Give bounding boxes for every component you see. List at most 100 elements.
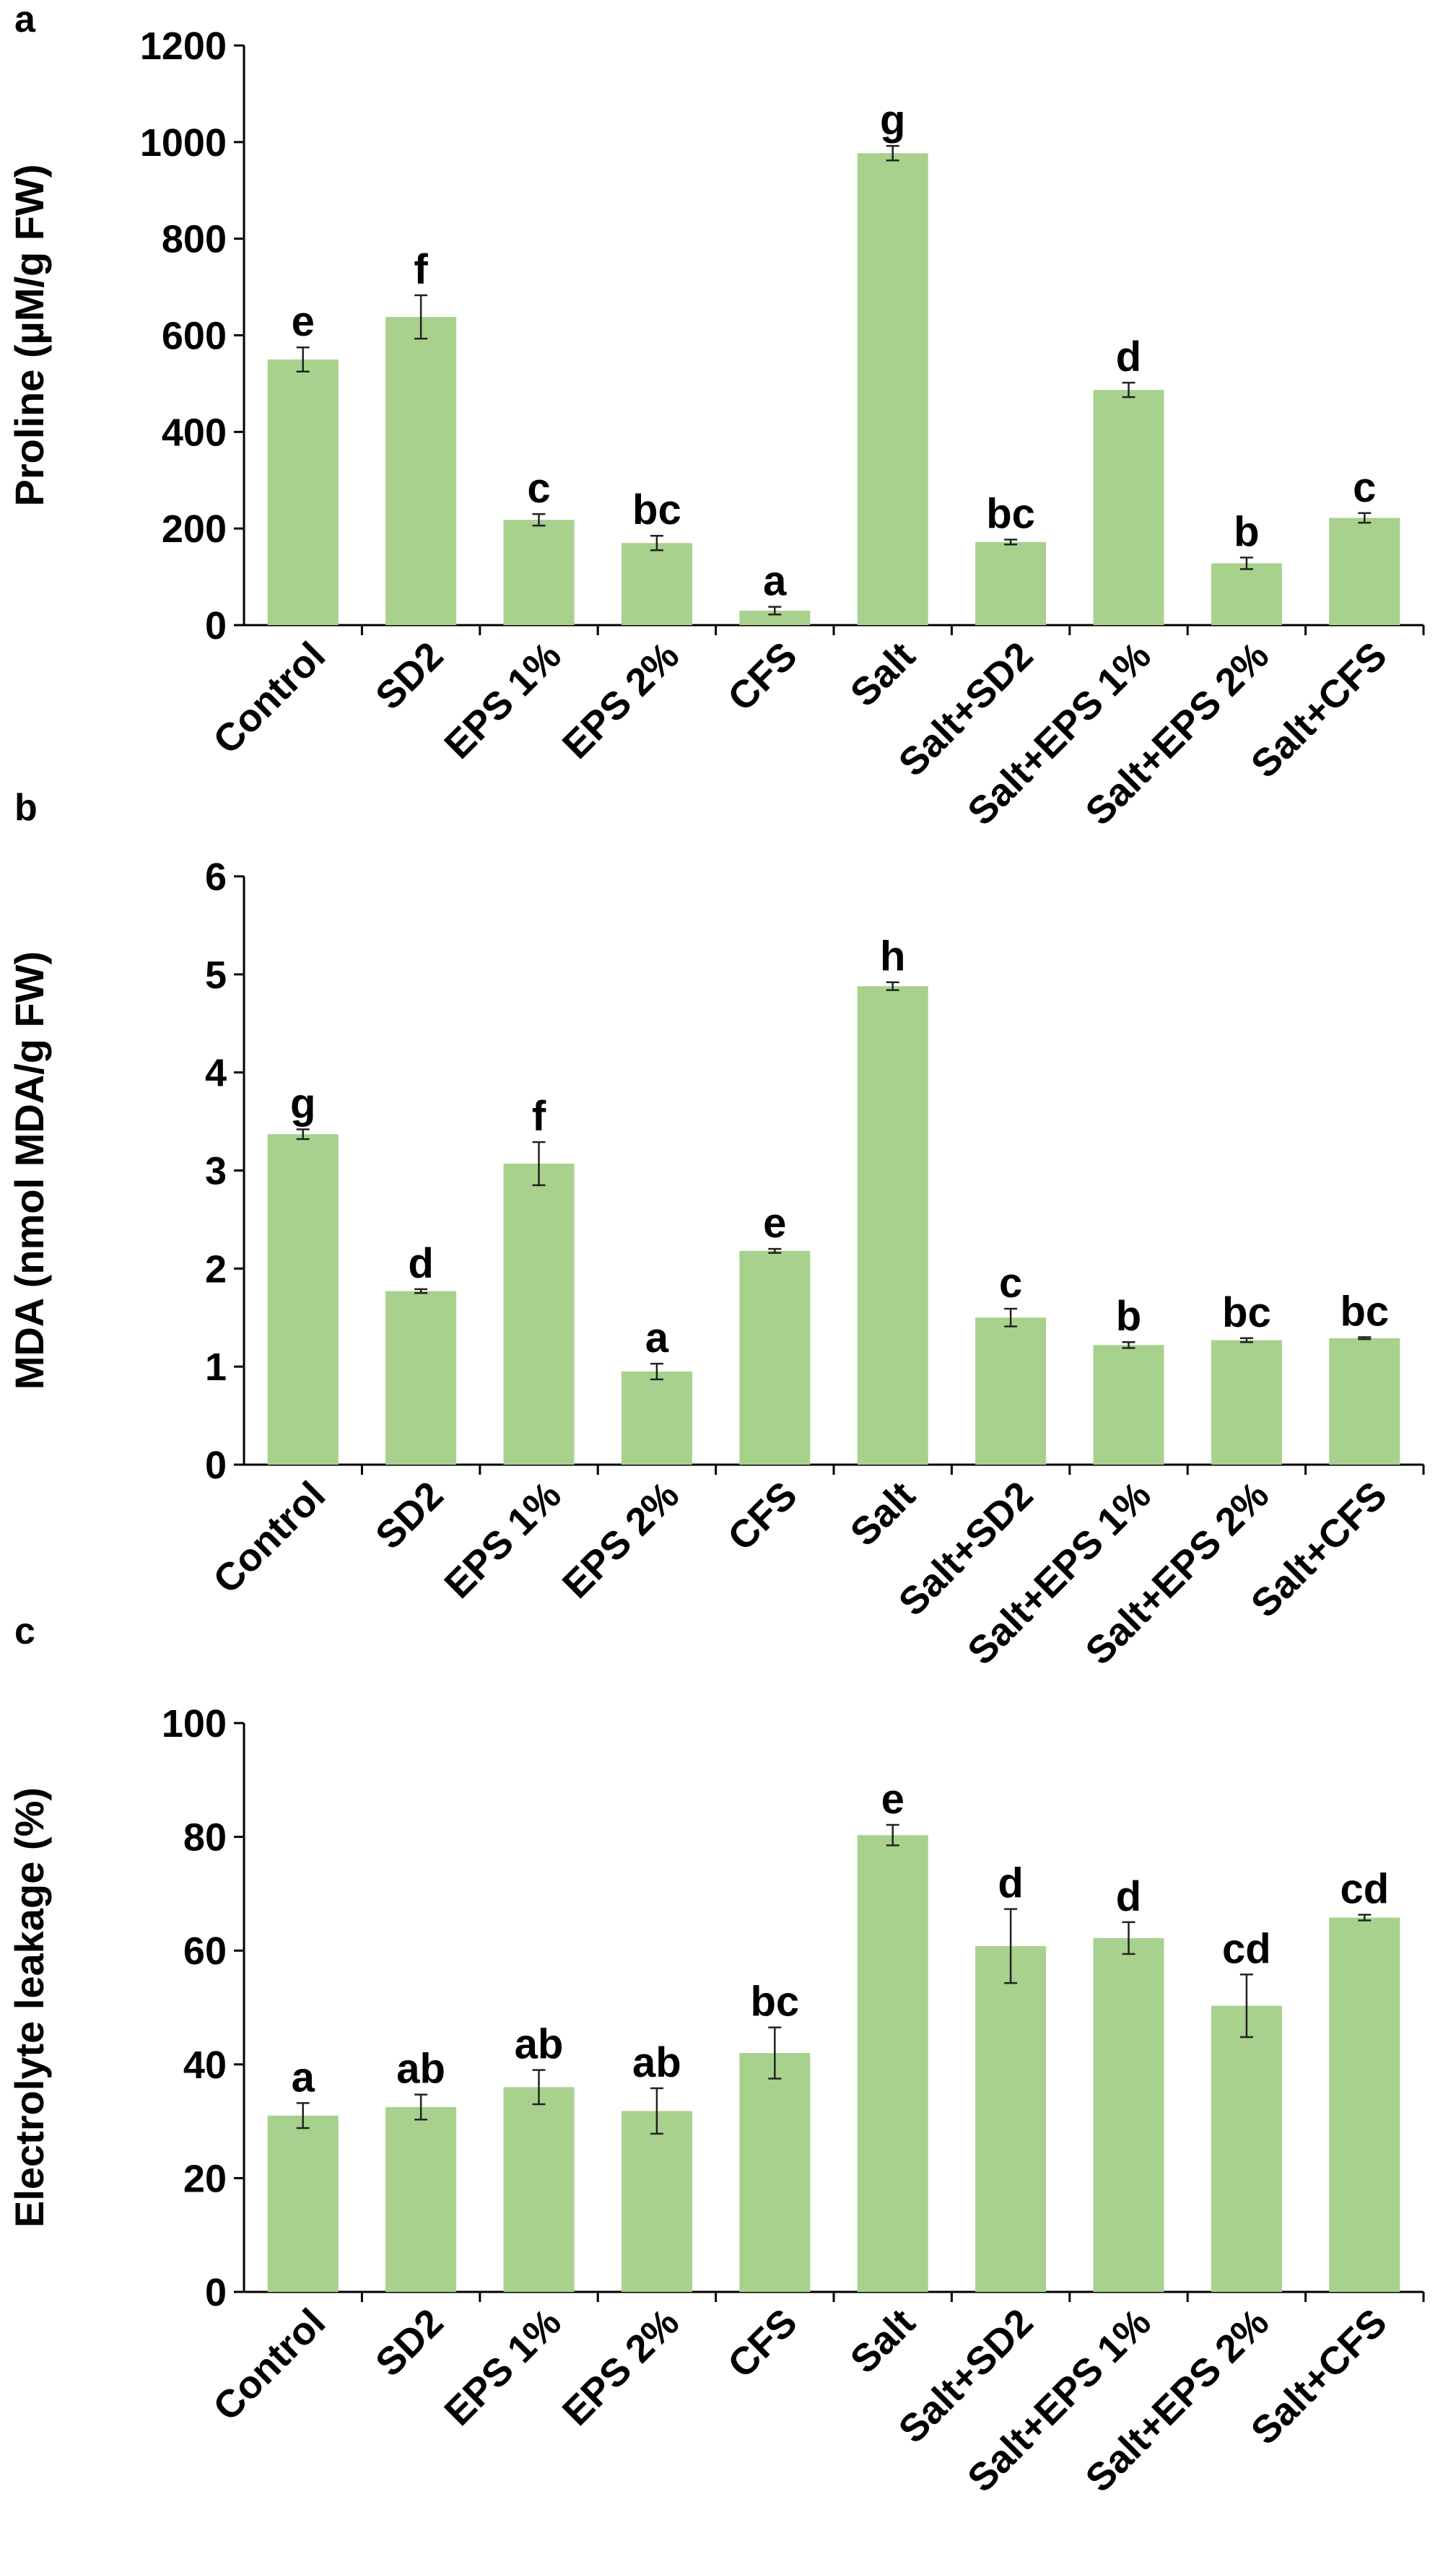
y-tick-label: 40 bbox=[183, 2044, 227, 2087]
significance-letter: cd bbox=[1222, 1925, 1271, 1972]
bar bbox=[621, 543, 692, 625]
y-tick-label: 1200 bbox=[140, 25, 227, 68]
bar bbox=[975, 1317, 1047, 1465]
category-label: SD2 bbox=[367, 1473, 452, 1558]
bar bbox=[857, 1835, 928, 2292]
significance-letter: e bbox=[292, 298, 315, 345]
significance-letter: bc bbox=[632, 487, 681, 533]
significance-letter: e bbox=[881, 1776, 904, 1823]
category-label: CFS bbox=[720, 2301, 806, 2386]
bar bbox=[975, 1945, 1047, 2292]
y-tick-label: 60 bbox=[183, 1930, 227, 1973]
category-label: EPS 2% bbox=[554, 2301, 688, 2434]
bar bbox=[857, 153, 928, 625]
category-label: CFS bbox=[720, 1473, 806, 1559]
panel-letter-a: a bbox=[14, 0, 36, 40]
significance-letter: a bbox=[645, 1315, 669, 1361]
significance-letter: a bbox=[763, 558, 787, 605]
bar bbox=[503, 1163, 575, 1465]
category-label: CFS bbox=[720, 634, 806, 720]
bar bbox=[739, 2053, 811, 2292]
significance-letter: c bbox=[527, 465, 550, 512]
panel-c: c Electrolyte leakage (%) 0 20 40 60 80 100 a Co… bbox=[6, 1610, 1425, 2501]
y-tick-label: 0 bbox=[205, 604, 227, 648]
y-axis-title: MDA (nmol MDA/g FW) bbox=[6, 951, 52, 1390]
significance-letter: cd bbox=[1340, 1866, 1389, 1913]
y-tick-label: 2 bbox=[205, 1247, 227, 1291]
y-axis-title: Proline (µM/g FW) bbox=[6, 165, 52, 507]
panel-letter-b: b bbox=[14, 787, 38, 829]
bar bbox=[975, 541, 1047, 625]
significance-letter: g bbox=[290, 1080, 315, 1127]
category-label: SD2 bbox=[367, 2301, 452, 2385]
category-label: EPS 2% bbox=[554, 1473, 688, 1607]
significance-letter: ab bbox=[515, 2021, 564, 2068]
bar bbox=[267, 1134, 339, 1465]
significance-letter: b bbox=[1116, 1293, 1141, 1340]
bar bbox=[739, 610, 811, 625]
bar bbox=[267, 2115, 339, 2292]
significance-letter: a bbox=[292, 2054, 315, 2101]
significance-letter: e bbox=[763, 1200, 786, 1247]
bar bbox=[621, 1371, 692, 1465]
category-label: EPS 2% bbox=[554, 634, 688, 767]
significance-letter: c bbox=[999, 1260, 1022, 1307]
bar bbox=[1329, 1338, 1400, 1465]
significance-letter: d bbox=[1116, 1873, 1141, 1920]
category-label: EPS 1% bbox=[436, 2301, 570, 2434]
significance-letter: d bbox=[408, 1240, 433, 1287]
bar bbox=[385, 1291, 457, 1465]
category-label: Control bbox=[205, 2301, 334, 2429]
y-tick-label: 100 bbox=[162, 1702, 227, 1745]
category-label: Control bbox=[205, 1473, 334, 1602]
significance-letter: bc bbox=[986, 491, 1035, 538]
y-tick-label: 600 bbox=[162, 315, 227, 358]
y-tick-label: 80 bbox=[183, 1816, 227, 1860]
bar bbox=[385, 317, 457, 625]
bar bbox=[1329, 1917, 1400, 2292]
category-label: SD2 bbox=[367, 634, 452, 718]
bar bbox=[503, 520, 575, 625]
bar bbox=[1093, 1345, 1164, 1465]
y-tick-label: 5 bbox=[205, 954, 227, 997]
significance-letter: ab bbox=[632, 2039, 681, 2086]
y-tick-label: 0 bbox=[205, 2271, 227, 2314]
category-label: Control bbox=[205, 634, 334, 762]
significance-letter: bc bbox=[1222, 1289, 1271, 1336]
bar bbox=[1093, 390, 1164, 625]
significance-letter: g bbox=[880, 97, 905, 144]
bar bbox=[503, 2087, 575, 2292]
bar bbox=[857, 986, 928, 1465]
bar bbox=[1211, 2005, 1282, 2292]
bar bbox=[739, 1250, 811, 1465]
y-tick-label: 0 bbox=[205, 1444, 227, 1487]
significance-letter: bc bbox=[1340, 1288, 1389, 1335]
category-label: EPS 1% bbox=[436, 634, 570, 767]
category-label: EPS 1% bbox=[436, 1473, 570, 1607]
significance-letter: b bbox=[1234, 508, 1259, 555]
y-tick-label: 400 bbox=[162, 411, 227, 454]
y-tick-label: 3 bbox=[205, 1150, 227, 1193]
bar bbox=[1211, 563, 1282, 625]
panel-letter-c: c bbox=[14, 1610, 35, 1652]
significance-letter: bc bbox=[750, 1979, 799, 2026]
y-tick-label: 4 bbox=[205, 1052, 227, 1095]
y-tick-label: 1000 bbox=[140, 121, 227, 165]
significance-letter: ab bbox=[396, 2046, 445, 2093]
bar bbox=[1093, 1937, 1164, 2292]
y-tick-label: 6 bbox=[205, 855, 227, 899]
significance-letter: f bbox=[414, 246, 428, 293]
bar bbox=[267, 359, 339, 625]
category-label: Salt bbox=[842, 634, 923, 715]
category-label: Salt bbox=[842, 2301, 923, 2381]
bar bbox=[621, 2111, 692, 2292]
significance-letter: c bbox=[1353, 464, 1376, 511]
y-tick-label: 200 bbox=[162, 507, 227, 551]
bar bbox=[1329, 518, 1400, 625]
significance-letter: h bbox=[880, 933, 905, 980]
significance-letter: d bbox=[998, 1860, 1023, 1907]
panel-b: b MDA (nmol MDA/g FW) 0 1 2 3 4 5 6 g Control d SD2… bbox=[6, 787, 1425, 1673]
bar bbox=[385, 2106, 457, 2292]
category-label: Salt bbox=[842, 1473, 923, 1554]
